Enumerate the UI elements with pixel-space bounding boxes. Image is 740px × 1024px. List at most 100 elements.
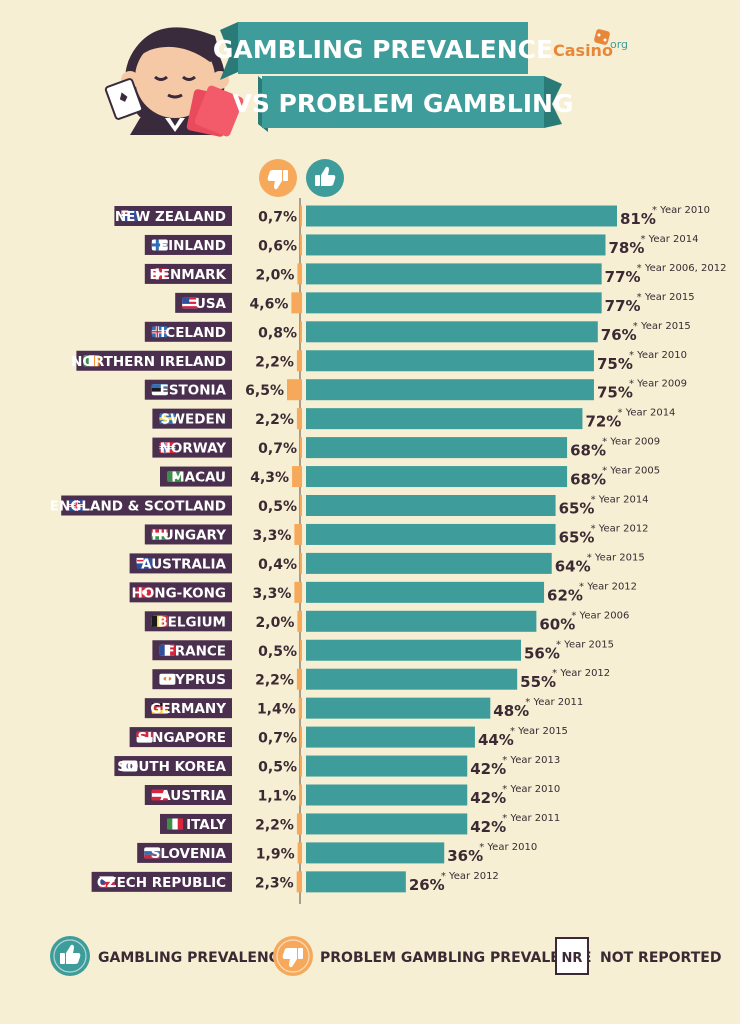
new-zealand-flag xyxy=(121,210,138,222)
problem-bar xyxy=(297,263,302,285)
year-note: * Year 2012 xyxy=(591,523,649,534)
problem-value-label: 6,5% xyxy=(245,383,284,399)
prevalence-bar xyxy=(306,408,583,430)
prevalence-bar xyxy=(306,668,518,690)
prevalence-bar xyxy=(306,292,602,314)
problem-value-label: 0,7% xyxy=(258,210,297,226)
problem-value-label: 4,3% xyxy=(250,470,289,486)
country-label-bg xyxy=(114,206,232,226)
prevalence-value-label: 65% xyxy=(559,528,595,546)
prevalence-value-label: 56% xyxy=(524,644,560,662)
title-line-2: VS PROBLEM GAMBLING xyxy=(232,89,573,118)
problem-bar xyxy=(300,205,302,227)
country-label: SWEDEN xyxy=(160,412,226,428)
title-ribbon: GAMBLING PREVALENCE VS PROBLEM GAMBLING xyxy=(213,22,574,132)
problem-value-label: 0,4% xyxy=(258,557,297,573)
south-korea-flag xyxy=(121,760,138,772)
denmark-flag xyxy=(151,268,168,280)
problem-bar xyxy=(300,726,302,748)
prevalence-bar xyxy=(306,350,594,372)
problem-value-label: 2,2% xyxy=(255,817,294,833)
problem-value-label: 0,5% xyxy=(258,499,297,515)
hungary-flag xyxy=(151,528,168,540)
chart-row: ICELAND 0,8% 76%* Year 2015 xyxy=(144,321,691,344)
chart-row: SLOVENIA 1,9% 36%* Year 2010 xyxy=(137,842,537,865)
chart-row: FINLAND 0,6% 78%* Year 2014 xyxy=(144,234,698,257)
prevalence-bar xyxy=(306,871,406,893)
thumbs-down-icon xyxy=(267,170,288,190)
country-label: CYPRUS xyxy=(165,672,226,688)
year-note: * Year 2010 xyxy=(502,784,560,795)
brand-suffix: org xyxy=(610,38,628,51)
year-note: * Year 2011 xyxy=(502,813,560,824)
problem-bar xyxy=(297,610,302,632)
title-line-1: GAMBLING PREVALENCE xyxy=(213,35,553,64)
problem-value-label: 2,2% xyxy=(255,673,294,689)
chart-row: BELGIUM 2,0% 60%* Year 2006 xyxy=(144,610,629,633)
prevalence-value-label: 72% xyxy=(585,413,621,431)
year-note: * Year 2015 xyxy=(587,552,645,563)
problem-bar xyxy=(297,842,302,864)
prevalence-value-label: 75% xyxy=(597,355,633,373)
prevalence-bar xyxy=(306,321,598,343)
thumbs-down-icon xyxy=(282,948,303,968)
country-label: CZECH REPUBLIC xyxy=(97,875,226,891)
northern-ireland-flag xyxy=(83,355,100,367)
prevalence-value-label: 77% xyxy=(605,297,641,315)
country-label-bg xyxy=(76,350,233,371)
austria-flag xyxy=(151,789,168,801)
finland-flag xyxy=(151,239,168,251)
chart-row: SOUTH KOREA 0,5% 42%* Year 2013 xyxy=(114,755,560,778)
prevalence-value-label: 60% xyxy=(539,615,575,633)
legend: GAMBLING PREVALENCE PROBLEM GAMBLING PRE… xyxy=(50,936,721,976)
chart-row: HONG-KONG 3,3% 62%* Year 2012 xyxy=(129,581,637,604)
hong-kong-flag xyxy=(136,586,153,598)
prevalence-value-label: 76% xyxy=(601,326,637,344)
country-label-bg xyxy=(91,871,232,892)
country-label-bg xyxy=(129,553,232,574)
prevalence-bar xyxy=(306,437,568,459)
problem-value-label: 2,0% xyxy=(256,267,295,283)
italy-flag xyxy=(167,818,183,830)
australia-flag xyxy=(136,557,153,569)
brand-name: Casino xyxy=(553,41,613,60)
norway-flag xyxy=(159,442,176,454)
problem-value-label: 3,3% xyxy=(253,528,292,544)
prevalence-bar xyxy=(306,205,617,227)
year-note: * Year 2009 xyxy=(602,437,660,448)
chart-row: MACAU 4,3% 68%* Year 2005 xyxy=(160,466,660,489)
problem-value-label: 0,8% xyxy=(258,325,297,341)
problem-bar xyxy=(300,639,302,661)
macau-flag xyxy=(167,471,183,483)
problem-bar xyxy=(294,581,302,603)
year-note: * Year 2014 xyxy=(617,408,675,419)
problem-bar xyxy=(300,321,302,343)
year-note: * Year 2005 xyxy=(602,466,660,477)
prevalence-bar xyxy=(306,263,602,285)
legend-item-gambling: GAMBLING PREVALENCE xyxy=(50,936,289,976)
year-note: * Year 2012 xyxy=(552,668,610,679)
problem-bar xyxy=(294,523,302,545)
country-label: NEW ZEALAND xyxy=(115,209,226,225)
chart-row: CZECH REPUBLIC 2,3% 26%* Year 2012 xyxy=(91,871,499,894)
thumbs-up-icon xyxy=(315,166,336,186)
prevalence-bar xyxy=(306,639,522,661)
problem-value-label: 0,5% xyxy=(258,760,297,776)
problem-bar xyxy=(300,437,302,459)
problem-value-label: 0,6% xyxy=(258,238,297,254)
problem-value-label: 2,2% xyxy=(255,354,294,370)
iceland-flag xyxy=(151,326,168,338)
problem-bar xyxy=(296,350,302,372)
problem-value-label: 0,7% xyxy=(258,441,297,457)
year-note: * Year 2015 xyxy=(633,321,691,332)
country-label-bg xyxy=(129,582,232,603)
chart-row: ESTONIA 6,5% 75%* Year 2009 xyxy=(144,379,687,402)
usa-flag xyxy=(182,297,199,309)
prevalence-value-label: 42% xyxy=(470,818,506,836)
prevalence-value-label: 65% xyxy=(559,500,595,518)
year-note: * Year 2013 xyxy=(502,755,560,766)
problem-value-label: 2,3% xyxy=(255,875,294,891)
year-note: * Year 2011 xyxy=(525,697,583,708)
year-note: * Year 2012 xyxy=(579,581,637,592)
